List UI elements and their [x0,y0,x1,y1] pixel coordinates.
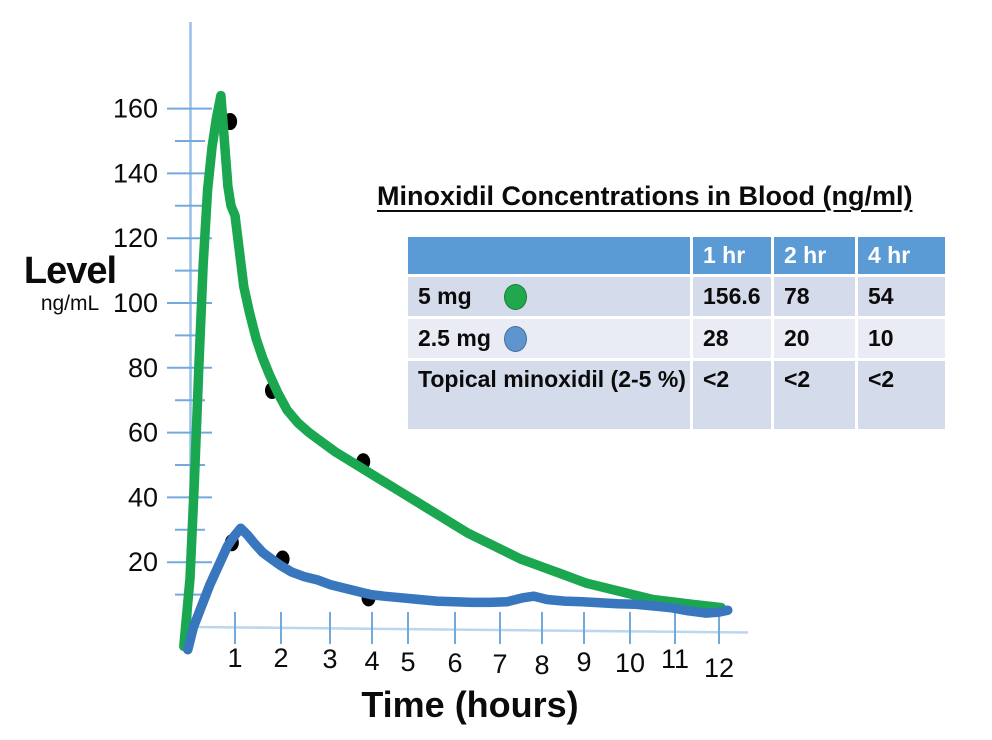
x-axis-tick-label: 4 [364,646,379,676]
legend-marker-5mg-icon [504,283,527,310]
concentration-table: 1 hr 2 hr 4 hr 5 mg 156.6 78 54 2.5 mg 2… [408,237,945,429]
x-axis-tick-label: 8 [534,650,549,680]
y-axis-tick-label: 40 [128,482,158,512]
curve-2-5-mg [183,523,733,655]
y-axis-tick-label: 20 [128,547,158,577]
x-axis-tick-label: 3 [322,644,337,674]
y-axis-tick-label: 120 [113,223,158,253]
y-axis-title-text: Level [23,250,117,292]
table-cell: 20 [774,319,855,358]
table-cell: <2 [774,361,855,429]
table-cell: 78 [774,277,855,316]
table-cell: <2 [858,361,945,429]
table-title: Minoxidil Concentrations in Blood (ng/ml… [377,181,913,211]
table-cell: 28 [693,319,771,358]
y-axis-tick-label: 100 [113,288,158,318]
table-header-1hr: 1 hr [693,237,771,274]
table-cell: <2 [693,361,771,429]
x-axis-title: Time (hours) [361,684,579,725]
x-axis-tick-label: 10 [615,648,645,678]
x-axis-tick-label: 6 [447,648,462,678]
table-row-label-2-5mg: 2.5 mg [408,319,690,358]
x-axis-tick-label: 12 [704,653,734,683]
table-row-label-topical: Topical minoxidil (2-5 %) [408,361,690,429]
y-axis-title: Level ng/mL [12,252,128,314]
y-axis-tick-label: 160 [113,94,158,124]
table-cell: 10 [858,319,945,358]
table-header-empty [408,237,690,274]
table-row-label-5mg: 5 mg [408,277,690,316]
table-header-4hr: 4 hr [858,237,945,274]
y-axis-tick-label: 140 [113,158,158,188]
x-axis-tick-label: 1 [227,643,242,673]
x-axis-tick-label: 7 [492,649,507,679]
table-header-2hr: 2 hr [774,237,855,274]
legend-marker-2-5mg-icon [504,325,527,352]
x-axis-tick-label: 9 [576,647,591,677]
curve-5-mg [179,90,726,652]
table-cell: 156.6 [693,277,771,316]
table-cell: 54 [858,277,945,316]
x-axis-tick-label: 11 [661,644,689,674]
x-axis-line [192,625,749,634]
y-axis-tick-label: 80 [128,353,158,383]
y-axis-tick-label: 60 [128,418,158,448]
x-axis-tick-label: 2 [273,643,288,673]
x-axis-tick-label: 5 [400,647,415,677]
y-axis-unit-text: ng/mL [40,292,100,315]
